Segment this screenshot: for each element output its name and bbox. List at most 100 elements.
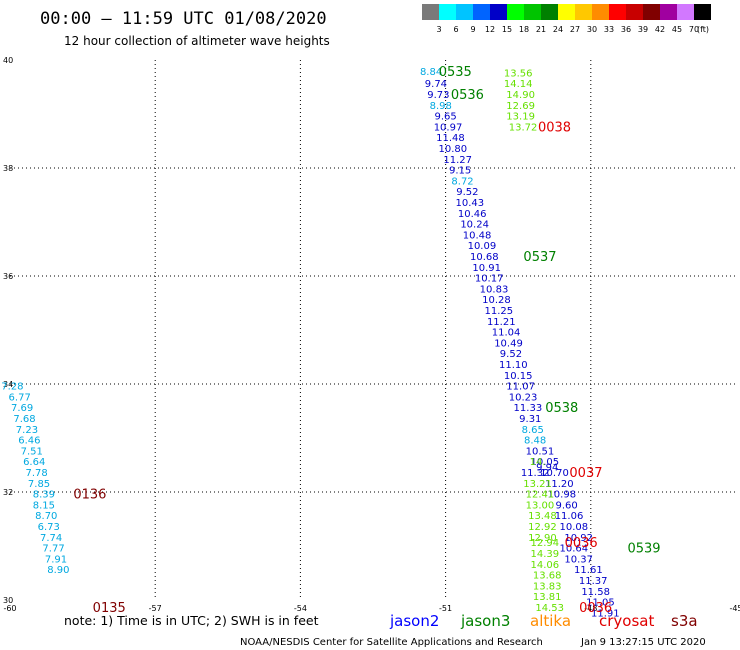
jason2-value-label: 10.46 — [458, 209, 487, 220]
footer-credit: NOAA/NESDIS Center for Satellite Applica… — [240, 637, 543, 648]
colorbar-tick-label: 42 — [655, 25, 665, 34]
jason2-value-label: 10.97 — [434, 122, 463, 133]
jason2-value-label: 10.15 — [504, 371, 533, 382]
colorbar-tick-label: 24 — [553, 25, 563, 34]
jason2-value-label: 10.91 — [472, 263, 501, 274]
jason2-value-label: 9.60 — [555, 500, 577, 511]
y-tick-label: 38 — [3, 164, 13, 173]
jason2-value-label: 11.33 — [514, 403, 543, 414]
colorbar-tick-label: 9 — [470, 25, 475, 34]
colorbar-swatch — [609, 4, 626, 20]
jason2-value-label: 10.23 — [509, 392, 538, 403]
chart-title: 00:00 – 11:59 UTC 01/08/2020 — [40, 9, 327, 29]
jason2-value-label: 9.94 — [536, 463, 558, 474]
colorbar-swatch — [558, 4, 575, 20]
jason3-value-label: 13.72 — [509, 122, 538, 133]
jason2-value-label: 11.05 — [586, 598, 615, 609]
colorbar-tick-label: 39 — [638, 25, 648, 34]
colorbar-tick-label: 21 — [536, 25, 546, 34]
s3a-value-label: 7.51 — [21, 446, 43, 457]
jason2-value-label: 10.17 — [475, 274, 504, 285]
jason2-value-label: 8.65 — [522, 425, 544, 436]
colorbar-tick-label: 18 — [519, 25, 529, 34]
y-tick-label: 40 — [3, 56, 13, 65]
x-tick-label: -60 — [3, 604, 16, 613]
jason2-value-label: 11.06 — [555, 511, 584, 522]
satellite-legend-s3a: s3a — [671, 612, 698, 630]
jason2-value-label: 10.83 — [480, 284, 509, 295]
jason2-value-label: 11.25 — [485, 306, 514, 317]
jason2-value-label: 10.92 — [564, 533, 593, 544]
jason2-value-label: 9.52 — [456, 187, 478, 198]
jason3-value-label: 13.21 — [523, 479, 552, 490]
s3a-value-label: 7.85 — [28, 479, 50, 490]
wave-height-points: 8.849.749.738.989.6510.9711.4810.8011.27… — [1, 67, 619, 620]
x-tick-label: -51 — [439, 604, 452, 613]
satellite-legend-cryosat: cryosat — [599, 612, 654, 630]
colorbar-swatch — [660, 4, 677, 20]
jason3-value-label: 13.68 — [533, 571, 562, 582]
jason3-value-label: 14. — [530, 457, 546, 468]
jason2-value-label: 11.10 — [499, 360, 528, 371]
jason2-value-label: 9.74 — [425, 79, 447, 90]
s3a-value-label: 6.73 — [38, 522, 60, 533]
y-tick-label: 32 — [3, 488, 13, 497]
s3a-value-label: 7.69 — [11, 403, 33, 414]
jason3-value-label: 14.06 — [530, 560, 559, 571]
jason3-value-label: 12.90 — [528, 533, 557, 544]
x-tick-label: -54 — [294, 604, 307, 613]
colorbar-tick-label: (ft) — [697, 25, 709, 34]
jason2-value-label: 10.64 — [560, 544, 589, 555]
colorbar-tick-label: 3 — [436, 25, 441, 34]
jason2-value-label: 10.80 — [439, 144, 468, 155]
colorbar-swatch — [626, 4, 643, 20]
jason2-value-label: 10.28 — [482, 295, 511, 306]
jason2-value-label: 11.37 — [579, 576, 608, 587]
pass-labels: 0535 0536 0038 0537 0538 0037 0136 0036 0539 0135… — [73, 65, 660, 616]
jason2-value-label: 11.27 — [443, 155, 472, 166]
colorbar-swatch — [677, 4, 694, 20]
colorbar-swatch — [456, 4, 473, 20]
colorbar-tick-label: 27 — [570, 25, 580, 34]
jason3-value-label: 14.14 — [504, 79, 533, 90]
jason2-value-label: 10.24 — [460, 220, 489, 231]
jason3-value-label: 13.83 — [533, 581, 562, 592]
jason2-value-label: 10.37 — [564, 554, 593, 565]
jason2-value-label: 11.07 — [506, 382, 535, 393]
jason2-value-label: 11.58 — [581, 587, 610, 598]
footer-note: note: 1) Time is in UTC; 2) SWH is in fe… — [64, 613, 319, 628]
jason2-value-label: 9.73 — [427, 90, 449, 101]
pass-number-label: 0537 — [523, 250, 556, 265]
jason2-value-label: 10.43 — [455, 198, 484, 209]
pass-number-label: 0135 — [93, 601, 126, 616]
pass-number-label: 0539 — [627, 542, 660, 557]
color-scale-legend: 3 6 9 12 15 18 21 24 27 30 33 36 39 42 45 70(ft) — [422, 4, 711, 34]
s3a-value-label: 7.78 — [25, 468, 47, 479]
pass-number-label: 0538 — [545, 401, 578, 416]
colorbar-swatch — [422, 4, 439, 20]
x-tick-label: -45 — [729, 604, 740, 613]
colorbar-swatch — [439, 4, 456, 20]
jason2-value-label: 10.48 — [463, 230, 492, 241]
colorbar-tick-label: 6 — [453, 25, 458, 34]
jason2-value-label: 8.98 — [430, 101, 452, 112]
colorbar-swatch — [524, 4, 541, 20]
chart-grid — [10, 60, 736, 600]
jason2-value-label: 10.98 — [547, 490, 576, 501]
jason3-value-label: 12.69 — [506, 101, 535, 112]
satellite-legend-jason3: jason3 — [460, 612, 510, 630]
colorbar-tick-label: 12 — [485, 25, 495, 34]
jason3-value-label: 12.92 — [528, 522, 557, 533]
colorbar-swatch — [490, 4, 507, 20]
pass-number-label: 0136 — [73, 488, 106, 503]
colorbar-tick-label: 30 — [587, 25, 597, 34]
jason2-value-label: 11.48 — [436, 133, 465, 144]
satellite-legend-jason2: jason2 — [389, 612, 439, 630]
pass-number-label: 0038 — [538, 120, 571, 135]
jason2-value-label: 9.31 — [519, 414, 541, 425]
s3a-value-label: 8.39 — [33, 490, 55, 501]
pass-number-label: 0036 — [579, 601, 612, 616]
s3a-value-label: 6.64 — [23, 457, 45, 468]
jason2-value-label: 9.52 — [500, 349, 522, 360]
